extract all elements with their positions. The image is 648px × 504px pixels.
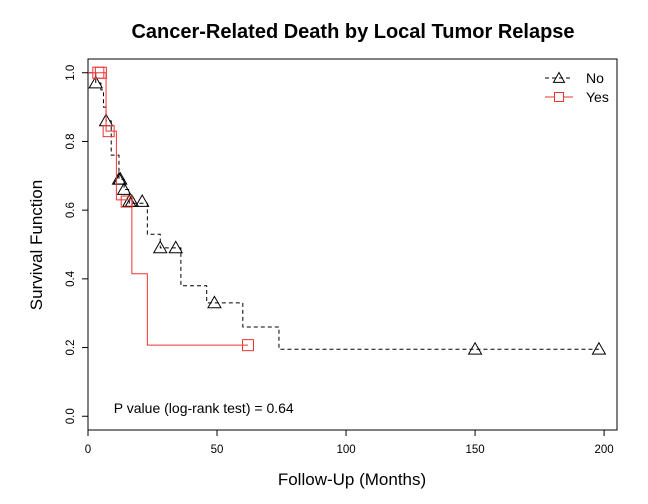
y-tick-label: 0.2 bbox=[65, 340, 77, 356]
censor-mark bbox=[94, 66, 107, 79]
legend-marker bbox=[554, 92, 564, 102]
y-tick-label: 0.4 bbox=[65, 270, 77, 287]
y-tick-label: 0.8 bbox=[65, 133, 77, 149]
censor-mark bbox=[241, 339, 254, 352]
censor-mark bbox=[207, 295, 222, 309]
legend-label: No bbox=[586, 70, 604, 86]
p-value-annotation: P value (log-rank test) = 0.64 bbox=[114, 400, 294, 416]
y-tick-label: 1.0 bbox=[65, 65, 77, 81]
legend-marker bbox=[552, 71, 566, 83]
survival-curve-yes bbox=[88, 72, 248, 346]
censor-mark bbox=[134, 194, 150, 207]
series-yes bbox=[88, 66, 254, 352]
x-tick-label: 100 bbox=[336, 444, 355, 456]
censor-mark bbox=[168, 240, 184, 254]
y-tick-label: 0.0 bbox=[65, 408, 77, 424]
y-axis-label: Survival Function bbox=[27, 180, 46, 310]
series-layer bbox=[88, 66, 607, 355]
censor-mark bbox=[467, 341, 483, 355]
x-tick-label: 50 bbox=[211, 444, 224, 456]
x-tick-label: 0 bbox=[85, 444, 91, 456]
censor-mark bbox=[120, 195, 133, 208]
censor-mark bbox=[591, 341, 607, 355]
legend-label: Yes bbox=[586, 89, 609, 105]
censor-mark bbox=[112, 171, 128, 185]
y-tick-label: 0.6 bbox=[65, 202, 77, 218]
legend: No Yes bbox=[545, 70, 609, 105]
x-axis-label: Follow-Up (Months) bbox=[278, 470, 426, 489]
censor-mark bbox=[152, 240, 168, 254]
censor-mark bbox=[88, 75, 104, 89]
x-axis: 0 50 100 150 200 bbox=[85, 430, 614, 456]
plot-frame bbox=[87, 58, 618, 431]
x-tick-label: 200 bbox=[595, 444, 614, 456]
chart-title: Cancer-Related Death by Local Tumor Rela… bbox=[131, 21, 574, 43]
x-tick-label: 150 bbox=[465, 444, 484, 456]
censor-mark bbox=[116, 182, 132, 195]
survival-curve-no bbox=[88, 72, 599, 350]
censor-mark bbox=[102, 125, 115, 138]
series-no bbox=[88, 72, 607, 355]
y-axis: 0.0 0.2 0.4 0.6 0.8 1.0 bbox=[65, 65, 88, 424]
